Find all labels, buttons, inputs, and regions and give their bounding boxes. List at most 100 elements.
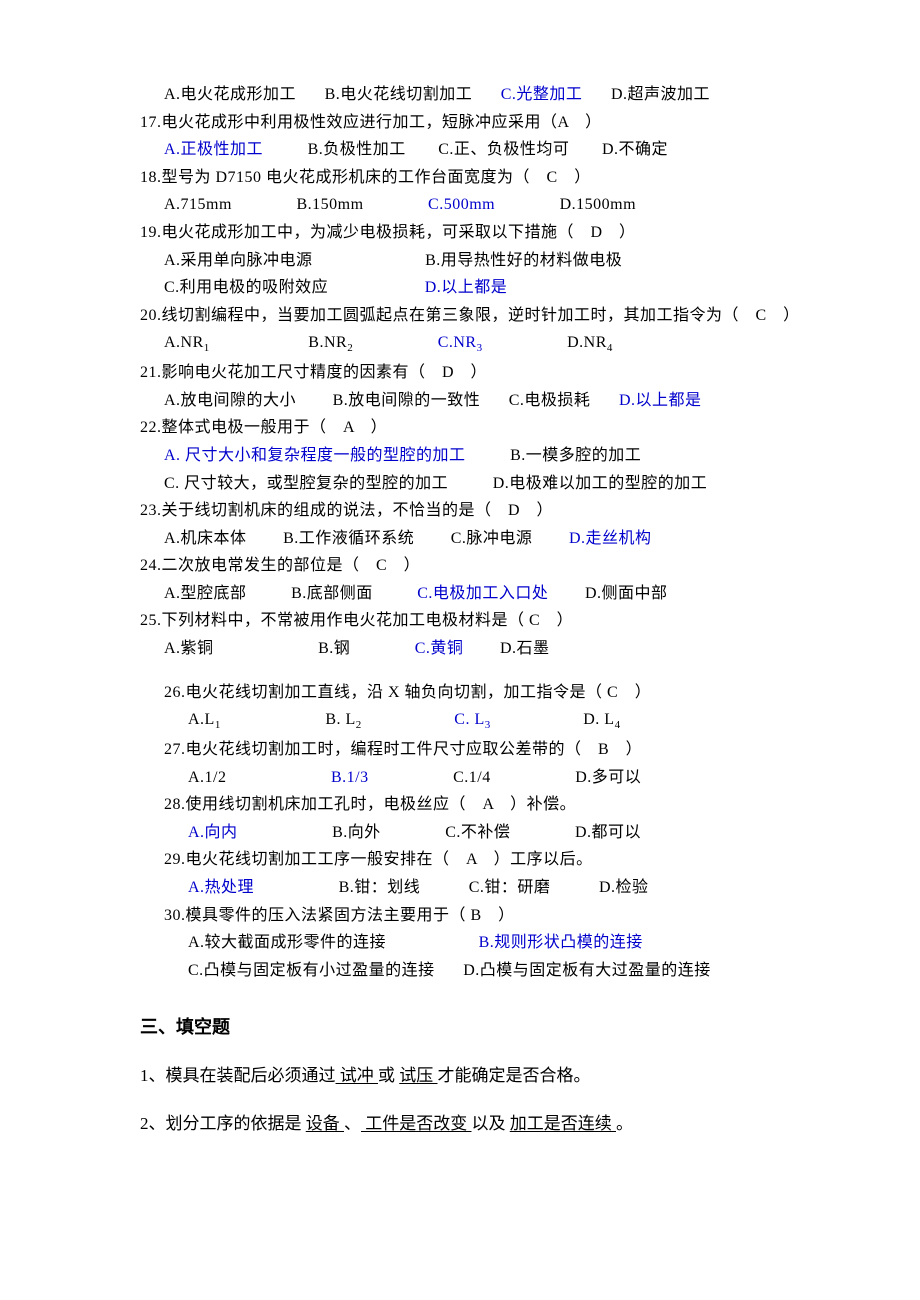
opt-c: C.500mm xyxy=(428,196,495,213)
opt-a: A.1/2 xyxy=(188,769,227,786)
q30-options-row1: A.较大截面成形零件的连接 B.规则形状凸模的连接 xyxy=(164,930,800,956)
q24-text: 24.二次放电常发生的部位是（ C ） xyxy=(140,553,800,579)
opt-a: A.机床本体 xyxy=(164,530,247,547)
q22-text: 22.整体式电极一般用于（ A ） xyxy=(140,415,800,441)
opt-b: B.1/3 xyxy=(331,769,369,786)
opt-a: A.放电间隙的大小 xyxy=(164,392,296,409)
opt-c: C.利用电极的吸附效应 xyxy=(164,279,328,296)
q18-text: 18.型号为 D7150 电火花成形机床的工作台面宽度为（ C ） xyxy=(140,165,800,191)
opt-b: B.负极性加工 xyxy=(308,141,406,158)
fb1-a1: 试冲 xyxy=(336,1066,379,1085)
opt-c: C.NR3 xyxy=(438,334,483,351)
q20-options: A.NR1 B.NR2 C.NR3 D.NR4 xyxy=(140,330,800,358)
opt-a: A.向内 xyxy=(188,824,238,841)
fb1-a2: 试压 xyxy=(399,1066,437,1085)
opt-a: A.NR1 xyxy=(164,334,210,351)
fb2-mid2: 以及 xyxy=(472,1114,510,1133)
opt-d: D.石墨 xyxy=(500,640,550,657)
opt-a: A.型腔底部 xyxy=(164,585,247,602)
q25-text: 25.下列材料中，不常被用作电火花加工电极材料是（ C ） xyxy=(140,608,800,634)
fb2-a1: 设备 xyxy=(306,1114,344,1133)
opt-c: C.脉冲电源 xyxy=(451,530,533,547)
q27-options: A.1/2 B.1/3 C.1/4 D.多可以 xyxy=(164,765,800,791)
opt-b: B.底部侧面 xyxy=(291,585,373,602)
q27-text: 27.电火花线切割加工时，编程时工件尺寸应取公差带的（ B ） xyxy=(164,737,800,763)
opt-a: A.正极性加工 xyxy=(164,141,263,158)
opt-b: B.工作液循环系统 xyxy=(283,530,414,547)
q25-options: A.紫铜 B.钢 C.黄铜 D.石墨 xyxy=(140,636,800,662)
opt-a: A.电火花成形加工 xyxy=(164,86,296,103)
opt-d: D.以上都是 xyxy=(619,392,702,409)
opt-c: C.电极损耗 xyxy=(509,392,591,409)
q21-text: 21.影响电火花加工尺寸精度的因素有（ D ） xyxy=(140,360,800,386)
opt-d: D. L4 xyxy=(583,711,620,728)
opt-a: A.采用单向脉冲电源 xyxy=(164,252,313,269)
opt-c: C. L3 xyxy=(454,711,490,728)
opt-d: D.以上都是 xyxy=(425,279,508,296)
q17-text: 17.电火花成形中利用极性效应进行加工，短脉冲应采用（A ） xyxy=(140,110,800,136)
opt-d: D.NR4 xyxy=(567,334,613,351)
opt-d: D.多可以 xyxy=(575,769,641,786)
fb2-pre: 2、划分工序的依据是 xyxy=(140,1114,306,1133)
fb2-a2: 工件是否改变 xyxy=(361,1114,472,1133)
q29-text: 29.电火花线切割加工工序一般安排在（ A ）工序以后。 xyxy=(164,847,800,873)
opt-c: C. 尺寸较大，或型腔复杂的型腔的加工 xyxy=(164,475,448,492)
fb1-pre: 1、模具在装配后必须通过 xyxy=(140,1066,336,1085)
q18-options: A.715mm B.150mm C.500mm D.1500mm xyxy=(140,192,800,218)
fill-blank-1: 1、模具在装配后必须通过 试冲 或 试压 才能确定是否合格。 xyxy=(140,1060,800,1092)
fb2-mid1: 、 xyxy=(344,1114,361,1133)
opt-d: D.侧面中部 xyxy=(585,585,668,602)
q29-options: A.热处理 B.钳：划线 C.钳：研磨 D.检验 xyxy=(164,875,800,901)
opt-c: C.不补偿 xyxy=(445,824,510,841)
opt-b: B.NR2 xyxy=(308,334,353,351)
opt-a: A. 尺寸大小和复杂程度一般的型腔的加工 xyxy=(164,447,466,464)
opt-d: D.检验 xyxy=(599,879,649,896)
q24-options: A.型腔底部 B.底部侧面 C.电极加工入口处 D.侧面中部 xyxy=(140,581,800,607)
q23-text: 23.关于线切割机床的组成的说法，不恰当的是（ D ） xyxy=(140,498,800,524)
fill-blank-2: 2、划分工序的依据是 设备 、 工件是否改变 以及 加工是否连续 。 xyxy=(140,1108,800,1140)
q30-options-row2: C.凸模与固定板有小过盈量的连接 D.凸模与固定板有大过盈量的连接 xyxy=(164,958,800,984)
opt-b: B.150mm xyxy=(296,196,363,213)
opt-d: D.1500mm xyxy=(560,196,636,213)
opt-d: D.凸模与固定板有大过盈量的连接 xyxy=(463,962,711,979)
opt-b: B.放电间隙的一致性 xyxy=(333,392,481,409)
opt-d: D.超声波加工 xyxy=(611,86,710,103)
opt-a: A.热处理 xyxy=(188,879,254,896)
opt-a: A.紫铜 xyxy=(164,640,214,657)
opt-c: C.光整加工 xyxy=(501,86,583,103)
q23-options: A.机床本体 B.工作液循环系统 C.脉冲电源 D.走丝机构 xyxy=(140,526,800,552)
fb2-a3: 加工是否连续 xyxy=(510,1114,616,1133)
q20-text: 20.线切割编程中，当要加工圆弧起点在第三象限，逆时针加工时，其加工指令为（ C… xyxy=(140,303,800,329)
opt-a: A.L1 xyxy=(188,711,221,728)
q19-options-row2: C.利用电极的吸附效应 D.以上都是 xyxy=(140,275,800,301)
opt-b: B. L2 xyxy=(325,711,361,728)
q28-text: 28.使用线切割机床加工孔时，电极丝应（ A ）补偿。 xyxy=(164,792,800,818)
opt-c: C.钳：研磨 xyxy=(469,879,551,896)
q17-options: A.正极性加工 B.负极性加工 C.正、负极性均可 D.不确定 xyxy=(140,137,800,163)
opt-b: B.钳：划线 xyxy=(339,879,421,896)
opt-c: C.电极加工入口处 xyxy=(417,585,548,602)
q19-options-row1: A.采用单向脉冲电源 B.用导热性好的材料做电极 xyxy=(140,248,800,274)
fb2-post: 。 xyxy=(616,1114,633,1133)
opt-b: B.向外 xyxy=(332,824,381,841)
opt-d: D.电极难以加工的型腔的加工 xyxy=(493,475,708,492)
opt-d: D.都可以 xyxy=(575,824,641,841)
opt-a: A.715mm xyxy=(164,196,232,213)
q26-text: 26.电火花线切割加工直线，沿 X 轴负向切割，加工指令是（ C ） xyxy=(164,680,800,706)
fb1-post: 才能确定是否合格。 xyxy=(438,1066,591,1085)
q16-options: A.电火花成形加工 B.电火花线切割加工 C.光整加工 D.超声波加工 xyxy=(140,82,800,108)
opt-b: B.一模多腔的加工 xyxy=(510,447,641,464)
q28-options: A.向内 B.向外 C.不补偿 D.都可以 xyxy=(164,820,800,846)
q22-options-row2: C. 尺寸较大，或型腔复杂的型腔的加工 D.电极难以加工的型腔的加工 xyxy=(140,471,800,497)
opt-d: D.走丝机构 xyxy=(569,530,652,547)
opt-d: D.不确定 xyxy=(602,141,668,158)
opt-b: B.钢 xyxy=(318,640,350,657)
section3-title: 三、填空题 xyxy=(140,1013,800,1042)
opt-c: C.正、负极性均可 xyxy=(438,141,569,158)
opt-b: B.规则形状凸模的连接 xyxy=(479,934,643,951)
opt-c: C.1/4 xyxy=(453,769,491,786)
opt-b: B.用导热性好的材料做电极 xyxy=(425,252,622,269)
q21-options: A.放电间隙的大小 B.放电间隙的一致性 C.电极损耗 D.以上都是 xyxy=(140,388,800,414)
opt-a: A.较大截面成形零件的连接 xyxy=(188,934,386,951)
q30-text: 30.模具零件的压入法紧固方法主要用于（ B ） xyxy=(164,903,800,929)
